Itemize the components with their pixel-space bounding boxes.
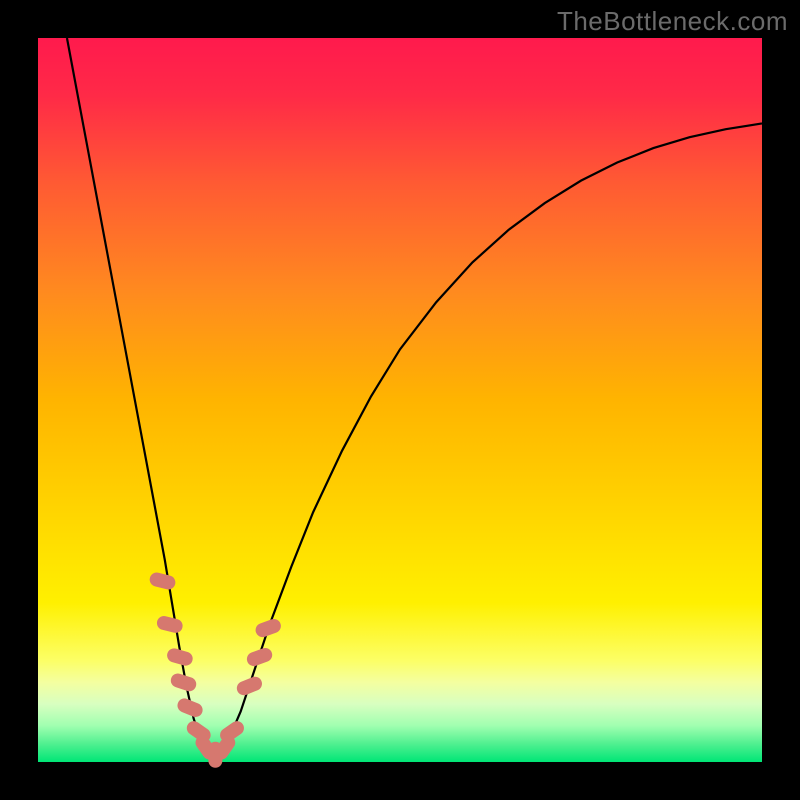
data-marker (245, 646, 274, 668)
curve-layer (0, 0, 800, 800)
data-marker (235, 675, 264, 698)
watermark-text: TheBottleneck.com (557, 6, 788, 37)
data-marker (165, 647, 194, 668)
curve-left-branch (67, 38, 215, 758)
curve-right-branch (215, 123, 762, 758)
chart-stage: TheBottleneck.com (0, 0, 800, 800)
data-marker (155, 615, 184, 635)
data-marker (148, 571, 177, 591)
data-marker (254, 617, 283, 639)
